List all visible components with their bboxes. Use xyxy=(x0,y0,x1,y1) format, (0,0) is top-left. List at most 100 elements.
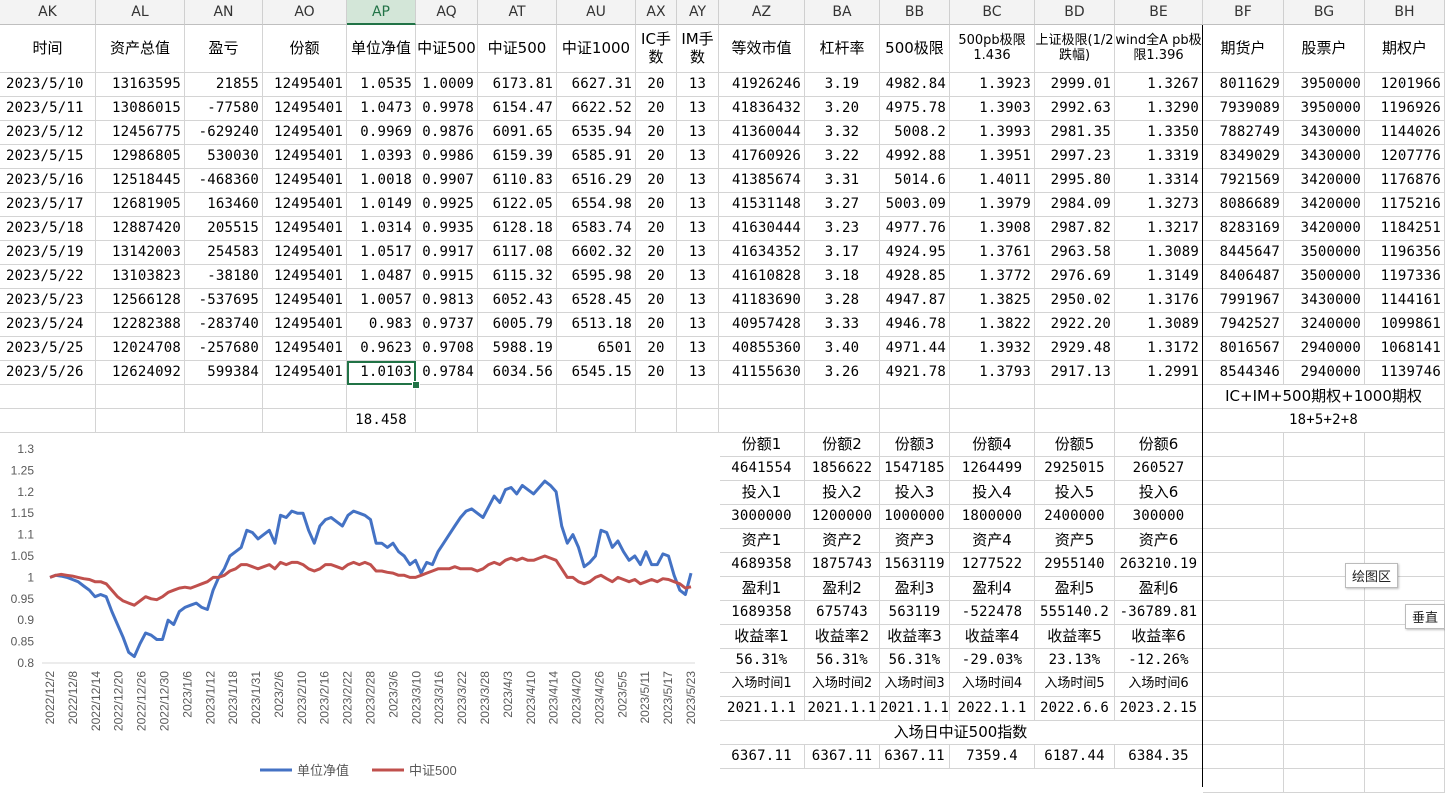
data-cell[interactable]: 2023/5/19 xyxy=(0,241,96,265)
data-cell[interactable]: 12887420 xyxy=(96,217,185,241)
empty-cell[interactable] xyxy=(677,385,719,409)
index-value-cell[interactable]: 6384.35 xyxy=(1115,745,1203,769)
investor-value-cell[interactable]: 2955140 xyxy=(1035,553,1115,577)
empty-cell[interactable] xyxy=(1284,577,1365,601)
data-cell[interactable]: 12518445 xyxy=(96,169,185,193)
data-cell[interactable]: 41360044 xyxy=(719,121,805,145)
investor-label-cell[interactable]: 份额4 xyxy=(950,433,1035,457)
investor-value-cell[interactable]: 555140.2 xyxy=(1035,601,1115,625)
line-chart[interactable]: 0.8 0.85 0.9 0.95 1 1.05 1.1 1.15 1.2 1.25 1.3 2022… xyxy=(0,433,720,787)
data-cell[interactable]: 1197336 xyxy=(1365,265,1445,289)
data-cell[interactable]: 2929.48 xyxy=(1035,337,1115,361)
empty-cell[interactable] xyxy=(1284,769,1365,793)
data-cell[interactable]: 12495401 xyxy=(263,313,347,337)
data-cell[interactable]: 1.3319 xyxy=(1115,145,1203,169)
data-cell[interactable]: 8086689 xyxy=(1203,193,1284,217)
column-header-an[interactable]: AN xyxy=(185,0,263,25)
investor-label-cell[interactable]: 资产1 xyxy=(719,529,805,553)
empty-cell[interactable] xyxy=(719,385,805,409)
data-cell[interactable]: 1.3951 xyxy=(950,145,1035,169)
investor-value-cell[interactable]: 1277522 xyxy=(950,553,1035,577)
data-cell[interactable]: 41183690 xyxy=(719,289,805,313)
investor-value-cell[interactable]: 1000000 xyxy=(880,505,950,529)
data-cell[interactable]: 1.3932 xyxy=(950,337,1035,361)
data-cell[interactable]: 7882749 xyxy=(1203,121,1284,145)
investor-value-cell[interactable]: 56.31% xyxy=(719,649,805,673)
data-cell[interactable]: 0.9925 xyxy=(416,193,478,217)
column-header-bh[interactable]: BH xyxy=(1365,0,1445,25)
data-cell[interactable]: 7921569 xyxy=(1203,169,1284,193)
data-cell[interactable]: -38180 xyxy=(185,265,263,289)
data-cell[interactable]: 1.3979 xyxy=(950,193,1035,217)
empty-cell[interactable] xyxy=(1203,577,1284,601)
data-cell[interactable]: 41155630 xyxy=(719,361,805,385)
data-cell[interactable]: 1.3089 xyxy=(1115,241,1203,265)
data-cell[interactable]: 4982.84 xyxy=(880,73,950,97)
data-cell[interactable]: 12495401 xyxy=(263,193,347,217)
investor-label-cell[interactable]: 收益率3 xyxy=(880,625,950,649)
data-cell[interactable]: 1068141 xyxy=(1365,337,1445,361)
data-cell[interactable]: 13086015 xyxy=(96,97,185,121)
header-cell[interactable]: IC手数 xyxy=(636,25,677,73)
investor-label-cell[interactable]: 盈利5 xyxy=(1035,577,1115,601)
data-cell[interactable]: 3.17 xyxy=(805,241,880,265)
column-header-au[interactable]: AU xyxy=(557,0,636,25)
data-cell[interactable]: 1.3149 xyxy=(1115,265,1203,289)
data-cell[interactable]: 41630444 xyxy=(719,217,805,241)
data-cell[interactable]: 20 xyxy=(636,265,677,289)
data-cell[interactable]: 2023/5/12 xyxy=(0,121,96,145)
data-cell[interactable]: 20 xyxy=(636,337,677,361)
data-cell[interactable]: 0.9917 xyxy=(416,241,478,265)
investor-label-cell[interactable]: 收益率1 xyxy=(719,625,805,649)
empty-cell[interactable] xyxy=(1203,601,1284,625)
data-cell[interactable]: 13 xyxy=(677,313,719,337)
investor-label-cell[interactable]: 份额2 xyxy=(805,433,880,457)
investor-value-cell[interactable]: 4641554 xyxy=(719,457,805,481)
data-cell[interactable]: 0.9813 xyxy=(416,289,478,313)
header-cell[interactable]: wind全A pb极限1.396 xyxy=(1115,25,1203,73)
data-cell[interactable]: 1.2991 xyxy=(1115,361,1203,385)
data-cell[interactable]: 5014.6 xyxy=(880,169,950,193)
column-header-aq[interactable]: AQ xyxy=(416,0,478,25)
data-cell[interactable]: 3500000 xyxy=(1284,265,1365,289)
investor-label-cell[interactable]: 盈利2 xyxy=(805,577,880,601)
investor-value-cell[interactable]: 1563119 xyxy=(880,553,950,577)
data-cell[interactable]: 2023/5/10 xyxy=(0,73,96,97)
empty-cell[interactable] xyxy=(1284,673,1365,697)
data-cell[interactable]: 6159.39 xyxy=(478,145,557,169)
header-cell[interactable]: 中证500 xyxy=(416,25,478,73)
data-cell[interactable]: 2999.01 xyxy=(1035,73,1115,97)
data-cell[interactable]: -283740 xyxy=(185,313,263,337)
data-cell[interactable]: 3420000 xyxy=(1284,217,1365,241)
investor-label-cell[interactable]: 投入1 xyxy=(719,481,805,505)
data-cell[interactable]: 1184251 xyxy=(1365,217,1445,241)
data-cell[interactable]: 6528.45 xyxy=(557,289,636,313)
data-cell[interactable]: 8406487 xyxy=(1203,265,1284,289)
data-cell[interactable]: 5003.09 xyxy=(880,193,950,217)
empty-cell[interactable] xyxy=(1203,529,1284,553)
data-cell[interactable]: 3.18 xyxy=(805,265,880,289)
data-cell[interactable]: 2023/5/26 xyxy=(0,361,96,385)
data-cell[interactable]: 1.3908 xyxy=(950,217,1035,241)
data-cell[interactable]: 1207776 xyxy=(1365,145,1445,169)
data-cell[interactable]: 12495401 xyxy=(263,73,347,97)
data-cell[interactable]: 1.0314 xyxy=(347,217,416,241)
selected-cell[interactable]: 1.0103 xyxy=(347,361,416,385)
data-cell[interactable]: 1.3903 xyxy=(950,97,1035,121)
data-cell[interactable]: 20 xyxy=(636,145,677,169)
data-cell[interactable]: 1139746 xyxy=(1365,361,1445,385)
investor-value-cell[interactable]: 1856622 xyxy=(805,457,880,481)
data-cell[interactable]: 12495401 xyxy=(263,289,347,313)
data-cell[interactable]: 0.9986 xyxy=(416,145,478,169)
empty-cell[interactable] xyxy=(557,409,636,433)
empty-cell[interactable] xyxy=(1284,433,1365,457)
data-cell[interactable]: 7942527 xyxy=(1203,313,1284,337)
data-cell[interactable]: 1.3822 xyxy=(950,313,1035,337)
data-cell[interactable]: 13 xyxy=(677,217,719,241)
data-cell[interactable]: -629240 xyxy=(185,121,263,145)
investor-value-cell[interactable]: 4689358 xyxy=(719,553,805,577)
data-cell[interactable]: 0.9623 xyxy=(347,337,416,361)
data-cell[interactable]: 41634352 xyxy=(719,241,805,265)
investor-label-cell[interactable]: 投入3 xyxy=(880,481,950,505)
data-cell[interactable]: 2023/5/11 xyxy=(0,97,96,121)
